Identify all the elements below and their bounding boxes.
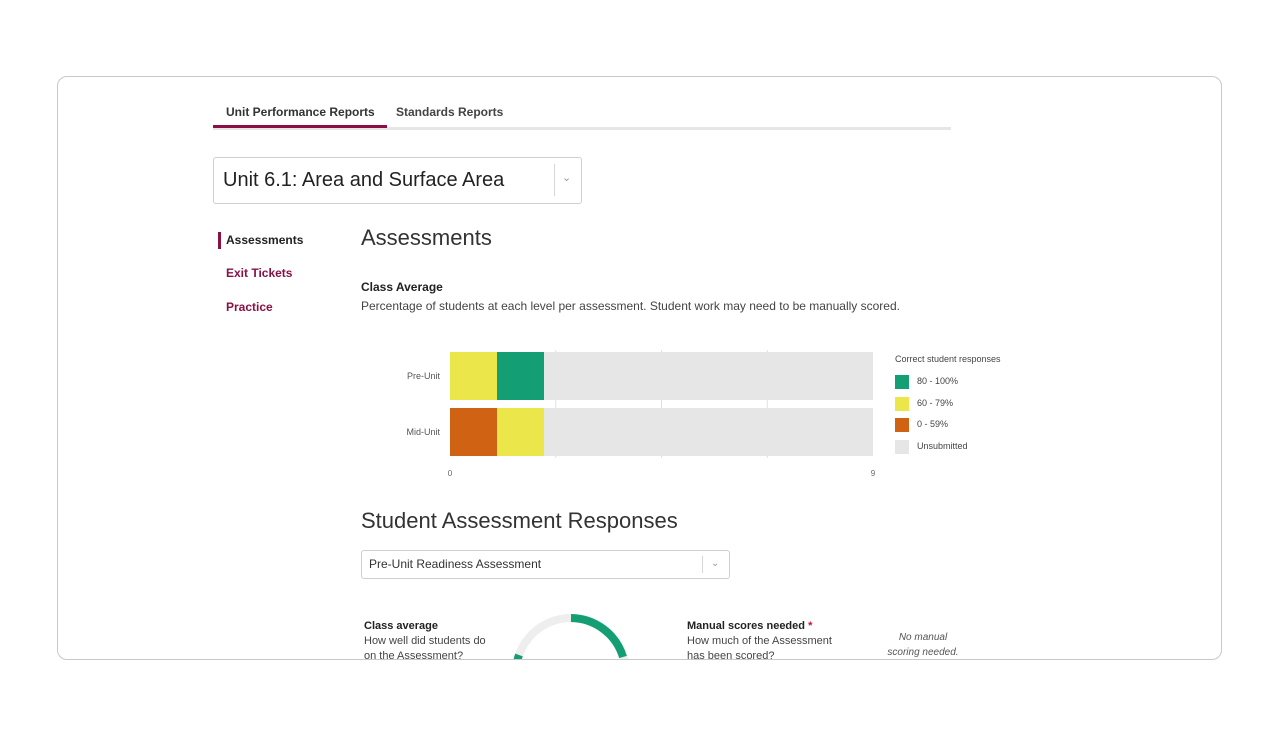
manual-scores-question-line1: How much of the Assessment bbox=[687, 635, 832, 647]
manual-scores-text: Manual scores needed bbox=[687, 620, 805, 632]
class-average-description: Percentage of students at each level per… bbox=[361, 299, 900, 313]
select-divider bbox=[702, 556, 703, 573]
manual-scores-note: No manual scoring needed. bbox=[883, 630, 963, 659]
bar-segment-pre-unit-60-79- bbox=[450, 352, 497, 400]
legend-swatch-60-79 bbox=[895, 397, 909, 411]
legend-swatch-0-59 bbox=[895, 418, 909, 432]
tab-unit-performance-reports[interactable]: Unit Performance Reports bbox=[226, 105, 375, 119]
active-tab-indicator bbox=[213, 125, 387, 128]
category-label: Pre-Unit bbox=[407, 371, 441, 381]
donut-arc-right bbox=[570, 614, 627, 659]
legend-label-unsubmitted: Unsubmitted bbox=[917, 441, 968, 451]
manual-note-line1: No manual bbox=[898, 632, 948, 643]
class-average-question-line2: on the Assessment? bbox=[364, 650, 464, 660]
legend-label-0-59: 0 - 59% bbox=[917, 419, 949, 429]
class-average-heading: Class Average bbox=[361, 280, 443, 294]
active-nav-indicator bbox=[218, 232, 221, 249]
report-card: Unit Performance Reports Standards Repor… bbox=[57, 76, 1222, 660]
legend-swatch-80-100 bbox=[895, 375, 909, 389]
sidebar-item-exit-tickets[interactable]: Exit Tickets bbox=[226, 266, 293, 280]
bar-segment-pre-unit-unsubmitted bbox=[544, 352, 873, 400]
unit-select-value: Unit 6.1: Area and Surface Area bbox=[223, 169, 505, 191]
legend-title: Correct student responses bbox=[895, 354, 1001, 364]
category-label: Mid-Unit bbox=[406, 427, 440, 437]
class-average-label: Class average bbox=[364, 620, 438, 632]
sidebar-item-practice[interactable]: Practice bbox=[226, 300, 273, 314]
chevron-down-icon[interactable]: ⌄ bbox=[562, 172, 572, 184]
bar-segment-mid-unit-unsubmitted bbox=[544, 408, 873, 456]
unit-select[interactable]: Unit 6.1: Area and Surface Area ⌄ bbox=[213, 157, 582, 204]
assessment-select[interactable]: Pre-Unit Readiness Assessment ⌄ bbox=[361, 550, 730, 579]
tab-standards-reports[interactable]: Standards Reports bbox=[396, 105, 504, 119]
legend-label-80-100: 80 - 100% bbox=[917, 376, 959, 386]
assessment-select-value: Pre-Unit Readiness Assessment bbox=[369, 557, 542, 571]
report-tabs: Unit Performance Reports Standards Repor… bbox=[213, 101, 951, 130]
legend-label-60-79: 60 - 79% bbox=[917, 398, 954, 408]
class-average-chart: Pre-Unit Mid-Unit 0 9 bbox=[406, 350, 876, 478]
manual-scores-label: Manual scores needed * bbox=[687, 620, 812, 632]
required-asterisk: * bbox=[808, 620, 813, 632]
responses-title: Student Assessment Responses bbox=[361, 508, 678, 533]
page-title: Assessments bbox=[361, 225, 492, 250]
bar-segment-pre-unit-80-100- bbox=[497, 352, 544, 400]
class-average-donut bbox=[513, 614, 629, 659]
class-average-question-line1: How well did students do bbox=[364, 635, 486, 647]
select-divider bbox=[554, 164, 555, 196]
bar-segment-mid-unit-60-79- bbox=[497, 408, 544, 456]
x-tick-label: 9 bbox=[871, 469, 876, 478]
legend-swatch-unsubmitted bbox=[895, 440, 909, 454]
x-tick-label: 0 bbox=[448, 469, 453, 478]
manual-scores-question-line2: has been scored? bbox=[687, 650, 775, 660]
bar-segment-mid-unit-0-59- bbox=[450, 408, 497, 456]
chevron-down-icon[interactable]: ⌄ bbox=[711, 558, 720, 569]
sidebar-item-assessments[interactable]: Assessments bbox=[226, 233, 304, 247]
donut-arc-left bbox=[513, 653, 523, 659]
donut-track bbox=[513, 614, 629, 659]
manual-note-line2: scoring needed. bbox=[887, 647, 959, 658]
